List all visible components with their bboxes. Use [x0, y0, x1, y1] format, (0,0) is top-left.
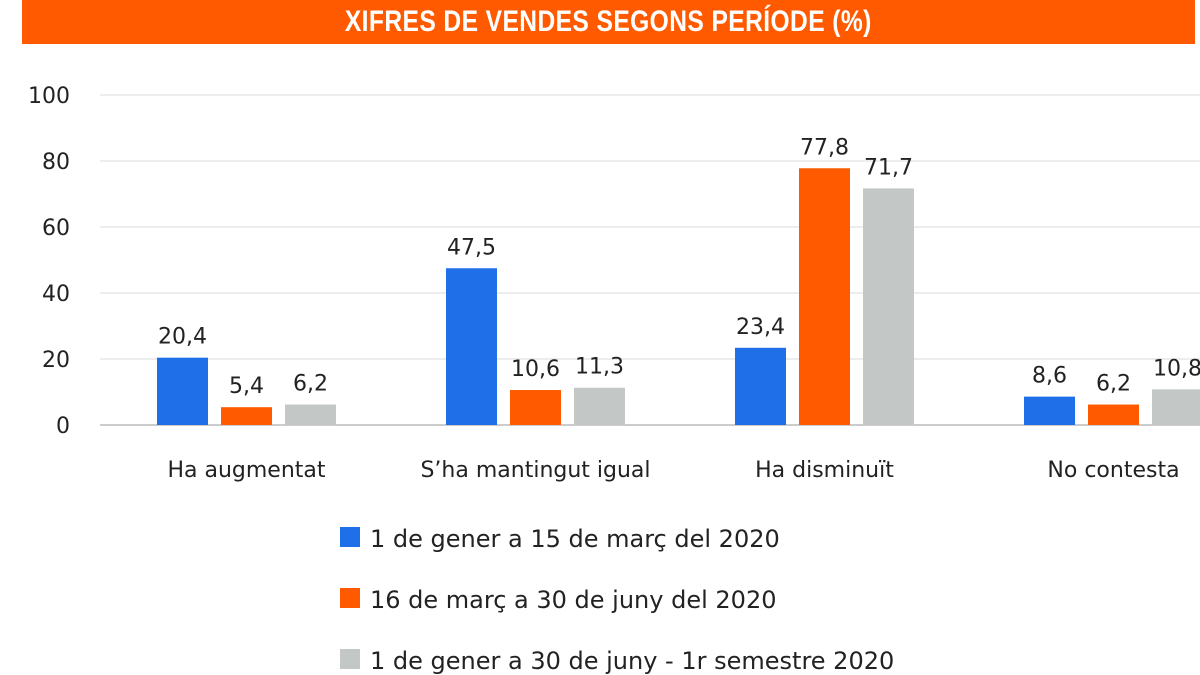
bar [157, 357, 208, 425]
chart-title-bar: XIFRES DE VENDES SEGONS PERÍODE (%) [22, 0, 1195, 44]
y-tick-label: 60 [42, 216, 70, 241]
y-tick-label: 100 [28, 84, 70, 109]
data-label: 71,7 [864, 155, 913, 180]
legend-label: 1 de gener a 30 de juny - 1r semestre 20… [370, 647, 894, 675]
bar [1088, 404, 1139, 425]
x-category-label: S’ha mantingut igual [420, 458, 650, 483]
bar [221, 407, 272, 425]
bar [863, 188, 914, 425]
legend-label: 1 de gener a 15 de març del 2020 [370, 525, 780, 553]
bar [285, 404, 336, 425]
legend-label: 16 de març a 30 de juny del 2020 [370, 586, 776, 614]
y-tick-label: 40 [42, 282, 70, 307]
data-label: 23,4 [736, 315, 785, 340]
legend-swatch [340, 527, 360, 547]
y-tick-label: 20 [42, 348, 70, 373]
y-tick-label: 0 [56, 414, 70, 439]
x-category-label: Ha disminuït [755, 458, 894, 483]
data-label: 8,6 [1032, 364, 1067, 389]
x-category-label: No contesta [1047, 458, 1179, 483]
legend-swatch [340, 588, 360, 608]
bar [1024, 396, 1075, 425]
data-label: 6,2 [1096, 372, 1131, 397]
bar [574, 387, 625, 425]
data-label: 10,6 [511, 357, 560, 382]
data-label: 10,8 [1153, 356, 1200, 381]
data-label: 20,4 [158, 325, 207, 350]
bar [510, 390, 561, 425]
data-label: 77,8 [800, 135, 849, 160]
legend-swatch [340, 649, 360, 669]
bar [735, 347, 786, 425]
y-tick-label: 80 [42, 150, 70, 175]
chart-title: XIFRES DE VENDES SEGONS PERÍODE (%) [345, 5, 872, 38]
data-label: 5,4 [229, 374, 264, 399]
bar [799, 168, 850, 425]
data-label: 11,3 [575, 355, 624, 380]
data-label: 6,2 [293, 372, 328, 397]
data-label: 47,5 [447, 235, 496, 260]
bar [1152, 389, 1200, 425]
bar [446, 268, 497, 425]
x-category-label: Ha augmentat [167, 458, 325, 483]
